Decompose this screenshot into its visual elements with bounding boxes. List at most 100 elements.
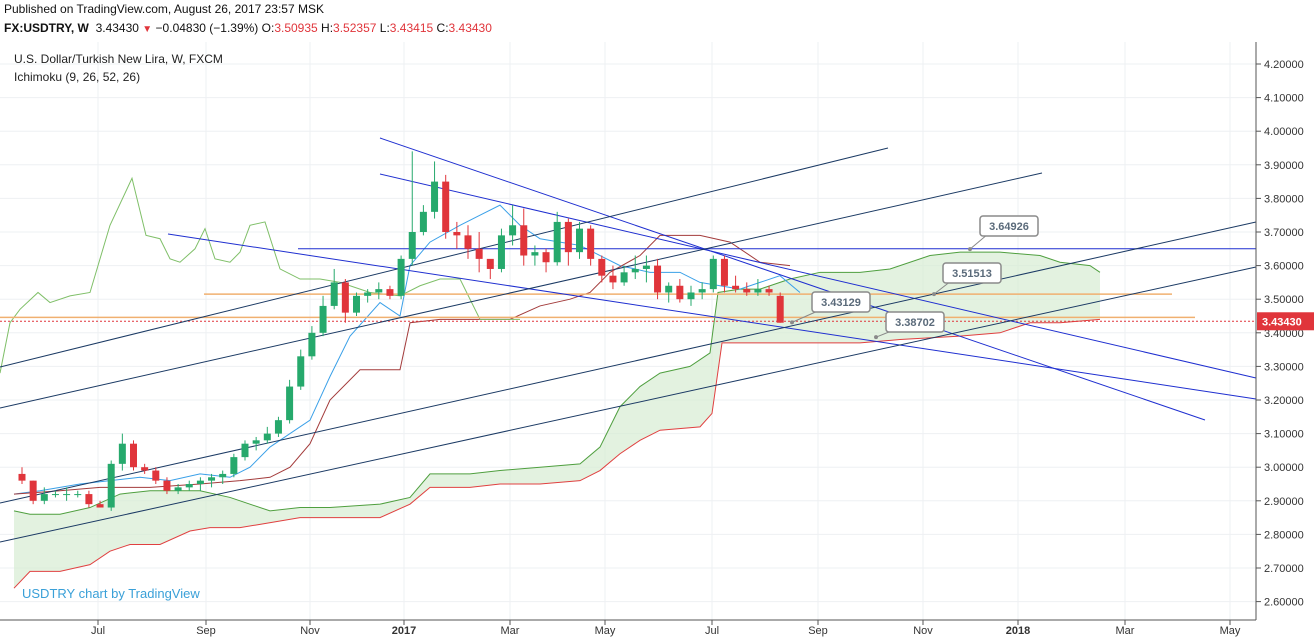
- channel-line: [0, 221, 1257, 504]
- candlesticks: [18, 151, 784, 511]
- candle-body: [453, 232, 461, 236]
- symbol-label: FX:USDTRY, W: [4, 21, 89, 35]
- candle-body: [497, 235, 505, 269]
- y-tick-label: 3.10000: [1264, 429, 1304, 441]
- price-annotations: 3.64926 3.51513 3.43129 3.38702: [790, 215, 1039, 340]
- x-tick-label: Mar: [501, 625, 520, 637]
- candle-body: [442, 181, 450, 232]
- y-tick-label: 3.60000: [1264, 261, 1304, 273]
- x-tick-label: Nov: [913, 625, 933, 637]
- candle-body: [40, 494, 48, 501]
- candle-body: [107, 463, 115, 508]
- callout-label: 3.51513: [952, 268, 992, 280]
- candle-body: [687, 292, 695, 300]
- candle-body: [252, 440, 260, 444]
- candle-body: [520, 225, 528, 256]
- close-label: C:: [436, 21, 449, 35]
- candle-body: [732, 285, 740, 290]
- x-tick-label: Jul: [705, 625, 719, 637]
- y-tick-label: 3.40000: [1264, 328, 1304, 340]
- y-tick-label: 3.20000: [1264, 395, 1304, 407]
- x-axis[interactable]: Jul Sep Nov 2017 Mar May Jul Sep Nov 2018 Mar May: [0, 619, 1256, 637]
- candle-body: [553, 221, 561, 263]
- candle-body: [319, 305, 327, 333]
- candle-body: [475, 248, 483, 259]
- open-label: O:: [261, 21, 275, 35]
- blue-trend-line: [379, 137, 1206, 421]
- candle-body: [141, 467, 149, 471]
- candle-body: [18, 473, 26, 481]
- candle-body: [29, 480, 37, 501]
- y-tick-label: 2.70000: [1264, 563, 1304, 575]
- candle-body: [163, 480, 171, 491]
- cloud-fill: [14, 252, 1100, 589]
- low-value: 3.43415: [389, 21, 434, 35]
- candle-body: [297, 356, 305, 387]
- candle-body: [576, 228, 583, 253]
- candle-body: [230, 457, 238, 474]
- callout-box: [811, 291, 871, 313]
- y-tick-label: 3.00000: [1264, 462, 1304, 474]
- candle-body: [185, 484, 193, 488]
- y-tick-label: 3.70000: [1264, 227, 1304, 239]
- candle-body: [654, 265, 662, 293]
- candle-body: [397, 258, 405, 296]
- open-value: 3.50935: [274, 21, 318, 35]
- candle-body: [587, 228, 595, 259]
- ichimoku-cloud: [13, 251, 1101, 589]
- candle-body: [609, 275, 617, 283]
- candle-body: [564, 221, 572, 253]
- x-tick-label: Jul: [91, 625, 105, 637]
- channel-line: [0, 172, 1043, 409]
- x-tick-label: Sep: [808, 625, 828, 637]
- y-tick-label: 2.60000: [1264, 597, 1304, 609]
- blue-trend-line: [379, 173, 1257, 379]
- candle-body: [196, 480, 204, 484]
- y-tick-label: 4.10000: [1264, 93, 1304, 105]
- callout-anchor: [968, 247, 972, 252]
- close-value: 3.43430: [448, 21, 492, 35]
- low-label: L:: [379, 21, 390, 35]
- price-chart[interactable]: 3.64926 3.51513 3.43129 3.38702 4.20000 4.10…: [0, 42, 1314, 642]
- symbol-title: U.S. Dollar/Turkish New Lira, W, FXCM: [14, 52, 223, 66]
- y-axis[interactable]: 4.20000 4.10000 4.00000 3.90000 3.80000 3.700…: [1255, 42, 1314, 620]
- y-tick-label: 2.90000: [1264, 496, 1304, 508]
- callout-anchor: [874, 335, 878, 340]
- y-tick-label: 2.80000: [1264, 529, 1304, 541]
- candle-body: [419, 211, 427, 232]
- y-tick-label: 4.00000: [1264, 126, 1304, 138]
- candle-body: [776, 295, 784, 323]
- x-tick-label: Mar: [1116, 625, 1135, 637]
- tradingview-brand[interactable]: USDTRY chart by TradingView: [22, 586, 200, 601]
- y-tick-label: 3.30000: [1264, 361, 1304, 373]
- candle-body: [676, 285, 684, 300]
- candle-body: [431, 181, 439, 212]
- candle-body: [85, 494, 93, 505]
- candle-body: [642, 265, 650, 269]
- candle-body: [386, 289, 394, 296]
- candle-body: [598, 258, 606, 276]
- candle-body: [720, 258, 728, 286]
- candle-body: [174, 487, 182, 491]
- candle-body: [330, 282, 338, 306]
- high-label: H:: [321, 21, 334, 35]
- candle-body: [51, 494, 59, 496]
- candle-body: [408, 232, 416, 259]
- candle-body: [74, 494, 82, 496]
- candle-body: [208, 477, 216, 481]
- trend-lines: [0, 137, 1257, 543]
- callout-box: [942, 262, 1002, 284]
- callout-box: [979, 215, 1039, 237]
- chikou-span: [0, 176, 520, 374]
- candle-body: [353, 295, 360, 313]
- price-change: −0.04830 (−1.39%): [155, 21, 259, 35]
- candle-body: [375, 289, 383, 293]
- y-tick-label: 3.80000: [1264, 193, 1304, 205]
- candle-body: [219, 473, 227, 478]
- callout-anchor: [932, 292, 936, 297]
- callout-label: 3.64926: [989, 221, 1029, 233]
- candle-body: [364, 292, 372, 296]
- price-tag-label: 3.43430: [1262, 316, 1302, 328]
- indicator-label[interactable]: Ichimoku (9, 26, 52, 26): [14, 70, 141, 84]
- candle-body: [274, 420, 282, 434]
